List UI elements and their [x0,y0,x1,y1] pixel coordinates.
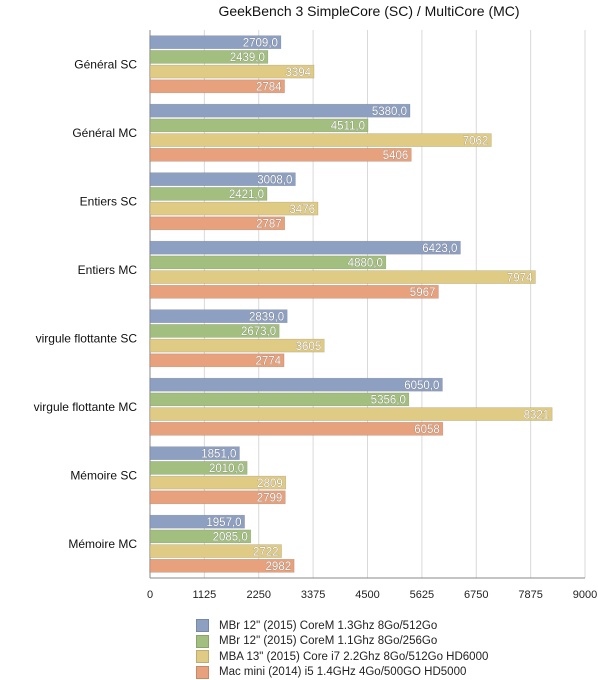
data-label: 3008,0 [257,175,292,187]
data-label: 2787 [256,219,282,231]
category-label: virgule flottante MC [34,400,138,414]
legend-label: MBr 12" (2015) CoreM 1.1Ghz 8Go/256Go [219,635,437,647]
x-tick-label: 5625 [410,589,434,601]
legend: MBr 12" (2015) CoreM 1.3Ghz 8Go/512Go MB… [196,618,488,680]
data-label: 8321 [524,409,550,421]
legend-label: MBr 12" (2015) CoreM 1.3Ghz 8Go/512Go [219,620,437,632]
legend-label: MBA 13" (2015) Core i7 2.2Ghz 8Go/512Go … [219,651,488,663]
data-label: 7974 [507,272,533,284]
data-label: 2839,0 [249,312,284,324]
category-label: Mémoire MC [68,537,137,551]
data-label: 5406 [383,150,409,162]
data-label: 1957,0 [206,517,241,529]
bar [150,134,491,147]
data-label: 4880,0 [348,258,383,270]
data-label: 6050,0 [404,380,439,392]
x-tick-label: 7875 [518,589,542,601]
data-label: 4511,0 [331,121,365,133]
data-label: 3605 [296,341,322,353]
data-label: 6423,0 [422,243,457,255]
data-label: 7062 [463,135,489,147]
bar [150,148,411,161]
legend-item: MBr 12" (2015) CoreM 1.3Ghz 8Go/512Go [196,618,488,634]
data-label: 3394 [285,67,311,79]
legend-item: MBA 13" (2015) Core i7 2.2Ghz 8Go/512Go … [196,649,488,665]
data-label: 6058 [414,424,440,436]
bar [150,378,442,391]
x-tick-label: 4500 [355,589,379,601]
data-label: 2709,0 [243,38,278,50]
data-label: 2722 [253,546,279,558]
x-tick-label: 6750 [464,589,488,601]
bar [150,271,535,284]
data-label: 1851,0 [201,449,236,461]
bar [150,422,443,435]
data-label: 5380,0 [372,106,407,118]
data-label: 2439,0 [230,52,265,64]
category-label: Général SC [74,57,137,71]
data-label: 2774 [255,356,281,368]
data-label: 2799 [257,493,283,505]
data-label: 2421,0 [229,189,264,201]
legend-item: MBr 12" (2015) CoreM 1.1Ghz 8Go/256Go [196,634,488,650]
category-label: virgule flottante SC [36,331,138,345]
legend-label: Mac mini (2014) i5 1.4GHz 4Go/500GO HD50… [219,666,466,678]
legend-swatch [196,619,209,632]
bar [150,241,460,254]
x-tick-label: 0 [147,589,153,601]
category-label: Entiers MC [78,263,138,277]
data-label: 2010,0 [209,463,244,475]
x-tick-label: 1125 [193,589,217,601]
data-label: 3476 [289,204,315,216]
data-label: 2673,0 [241,326,276,338]
x-tick-label: 9000 [573,589,597,601]
data-label: 5967 [410,287,436,299]
bar [150,285,438,298]
bar [150,408,552,421]
legend-item: Mac mini (2014) i5 1.4GHz 4Go/500GO HD50… [196,665,488,680]
legend-swatch [196,635,209,648]
legend-swatch [196,650,209,663]
data-label: 5356,0 [371,395,406,407]
category-label: Général MC [72,126,137,140]
data-label: 2784 [256,82,282,94]
data-label: 2085,0 [213,532,248,544]
data-label: 2809 [257,478,283,490]
category-label: Mémoire SC [70,468,137,482]
data-label: 2982 [266,561,292,573]
category-label: Entiers SC [80,194,138,208]
x-tick-label: 2250 [247,589,271,601]
x-tick-label: 3375 [301,589,325,601]
